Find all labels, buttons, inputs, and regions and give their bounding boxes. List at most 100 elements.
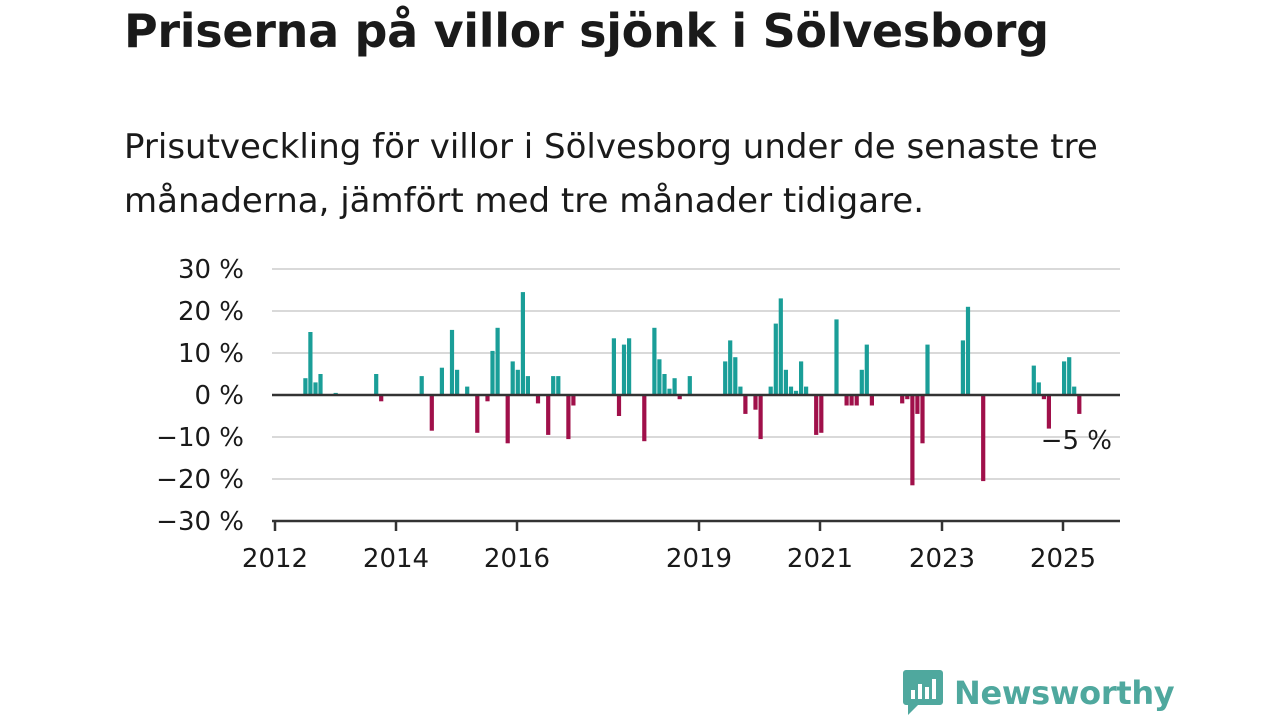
bar: [788, 386, 794, 395]
bar: [611, 338, 616, 395]
y-tick-label: 10 %: [178, 339, 244, 369]
bar: [439, 367, 444, 395]
bar: [621, 344, 627, 395]
bar: [566, 395, 571, 440]
bar: [616, 395, 622, 416]
bar: [849, 395, 854, 406]
bar: [1077, 395, 1082, 414]
tick-labels: 30 % 20 % 10 % 0 % −10 % −20 % −30 % 2012 2014 20…: [156, 255, 1112, 574]
bar: [627, 338, 632, 395]
bar: [900, 395, 905, 404]
bar: [510, 361, 515, 395]
x-tick-label: 2025: [1030, 544, 1096, 574]
bar: [490, 350, 495, 395]
bar: [429, 395, 434, 431]
newsworthy-logo: Newsworthy: [902, 668, 1175, 718]
bar: [672, 378, 677, 395]
y-tick-label: 0 %: [194, 381, 244, 411]
bar: [834, 319, 839, 395]
bar: [662, 374, 667, 395]
bar: [475, 395, 480, 433]
brand-name: Newsworthy: [954, 674, 1175, 712]
gridlines: [272, 268, 1120, 480]
bar: [854, 395, 859, 406]
bar: [303, 378, 308, 395]
bar: [778, 298, 783, 395]
bar: [960, 340, 965, 395]
y-tick-label: −20 %: [156, 465, 244, 495]
y-tick-label: −10 %: [156, 423, 244, 453]
x-tick-label: 2014: [363, 544, 429, 574]
bar: [525, 376, 530, 395]
bar: [687, 376, 692, 395]
axes: [272, 393, 1120, 531]
bar: [455, 369, 460, 395]
bar: [925, 344, 930, 395]
newsworthy-chart-bubble-icon: [903, 670, 943, 715]
bar: [804, 386, 809, 395]
bar: [753, 395, 758, 410]
bar: [495, 327, 500, 395]
bar: [1062, 361, 1067, 395]
bar: [783, 369, 788, 395]
bar: [1072, 386, 1077, 395]
x-tick-label: 2023: [909, 544, 975, 574]
bar: [915, 395, 920, 414]
y-tick-label: 30 %: [178, 255, 244, 285]
x-tick-label: 2021: [787, 544, 853, 574]
bars: [303, 292, 1082, 486]
bar: [814, 395, 819, 435]
bar: [379, 395, 384, 402]
bar: [723, 361, 728, 395]
bar: [1041, 395, 1046, 400]
bar: [844, 395, 849, 406]
bar: [1067, 357, 1072, 395]
bar: [793, 390, 799, 395]
bar: [308, 332, 313, 395]
y-tick-label: 20 %: [178, 297, 244, 327]
last-value-label: −5 %: [1041, 426, 1112, 456]
chart-title: Priserna på villor sjönk i Sölvesborg: [124, 4, 1049, 58]
bar: [313, 382, 318, 395]
bar: [768, 386, 773, 395]
bar: [419, 376, 424, 395]
bar: [515, 369, 520, 395]
bar: [859, 369, 864, 395]
bar: [556, 376, 561, 395]
bar: [374, 374, 379, 395]
bar: [652, 327, 657, 395]
bar: [981, 395, 986, 482]
bar: [535, 395, 541, 404]
bar: [965, 306, 971, 395]
bar: [449, 329, 455, 395]
bar: [1036, 382, 1041, 395]
bar: [1031, 365, 1036, 395]
bar: [551, 376, 556, 395]
x-tick-label: 2016: [484, 544, 550, 574]
bar: [819, 395, 824, 433]
bar: [773, 323, 778, 395]
bar: [920, 395, 925, 444]
bar: [799, 361, 804, 395]
bar: [465, 386, 470, 395]
bar: [743, 395, 748, 414]
bar: [910, 395, 915, 486]
bar: [571, 395, 576, 406]
bar: [1046, 395, 1051, 429]
bar: [758, 395, 763, 440]
bar: [738, 386, 743, 395]
x-tick-label: 2012: [242, 544, 308, 574]
bar: [505, 395, 510, 444]
x-tick-label: 2019: [666, 544, 732, 574]
bar: [485, 395, 490, 402]
y-tick-label: −30 %: [156, 507, 244, 537]
bar: [546, 395, 551, 435]
bar: [318, 374, 323, 395]
bar: [905, 395, 910, 400]
bar: [733, 357, 738, 395]
bar: [869, 395, 874, 406]
bar: [677, 395, 682, 400]
bar: [667, 388, 672, 395]
bar: [520, 292, 525, 395]
